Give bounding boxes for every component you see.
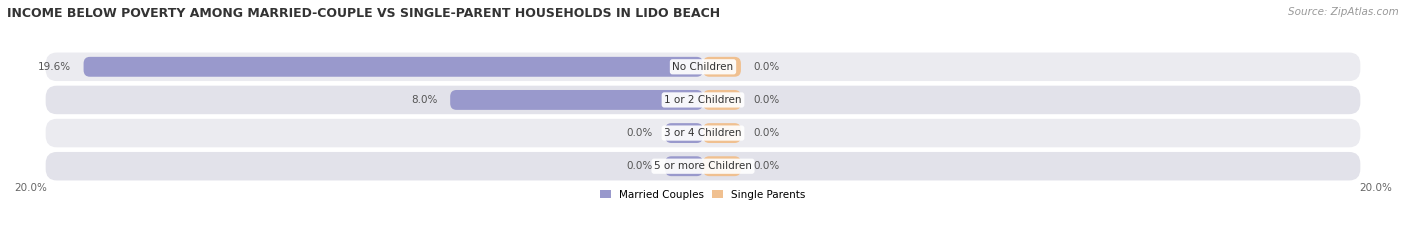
FancyBboxPatch shape [45, 119, 1361, 147]
Text: 0.0%: 0.0% [754, 161, 780, 171]
FancyBboxPatch shape [703, 156, 741, 176]
Text: 0.0%: 0.0% [754, 128, 780, 138]
FancyBboxPatch shape [450, 90, 703, 110]
Text: Source: ZipAtlas.com: Source: ZipAtlas.com [1288, 7, 1399, 17]
FancyBboxPatch shape [45, 86, 1361, 114]
FancyBboxPatch shape [83, 57, 703, 77]
Text: INCOME BELOW POVERTY AMONG MARRIED-COUPLE VS SINGLE-PARENT HOUSEHOLDS IN LIDO BE: INCOME BELOW POVERTY AMONG MARRIED-COUPL… [7, 7, 720, 20]
FancyBboxPatch shape [45, 152, 1361, 180]
Text: 0.0%: 0.0% [754, 95, 780, 105]
FancyBboxPatch shape [703, 123, 741, 143]
Text: 0.0%: 0.0% [754, 62, 780, 72]
Text: 1 or 2 Children: 1 or 2 Children [664, 95, 742, 105]
Text: 0.0%: 0.0% [626, 128, 652, 138]
FancyBboxPatch shape [665, 156, 703, 176]
FancyBboxPatch shape [703, 90, 741, 110]
Text: 8.0%: 8.0% [411, 95, 437, 105]
Text: 19.6%: 19.6% [38, 62, 70, 72]
Text: 5 or more Children: 5 or more Children [654, 161, 752, 171]
Text: No Children: No Children [672, 62, 734, 72]
Text: 0.0%: 0.0% [626, 161, 652, 171]
FancyBboxPatch shape [665, 123, 703, 143]
FancyBboxPatch shape [703, 57, 741, 77]
Text: 3 or 4 Children: 3 or 4 Children [664, 128, 742, 138]
Text: 20.0%: 20.0% [14, 183, 46, 193]
FancyBboxPatch shape [45, 53, 1361, 81]
Legend: Married Couples, Single Parents: Married Couples, Single Parents [596, 185, 810, 204]
Text: 20.0%: 20.0% [1360, 183, 1392, 193]
